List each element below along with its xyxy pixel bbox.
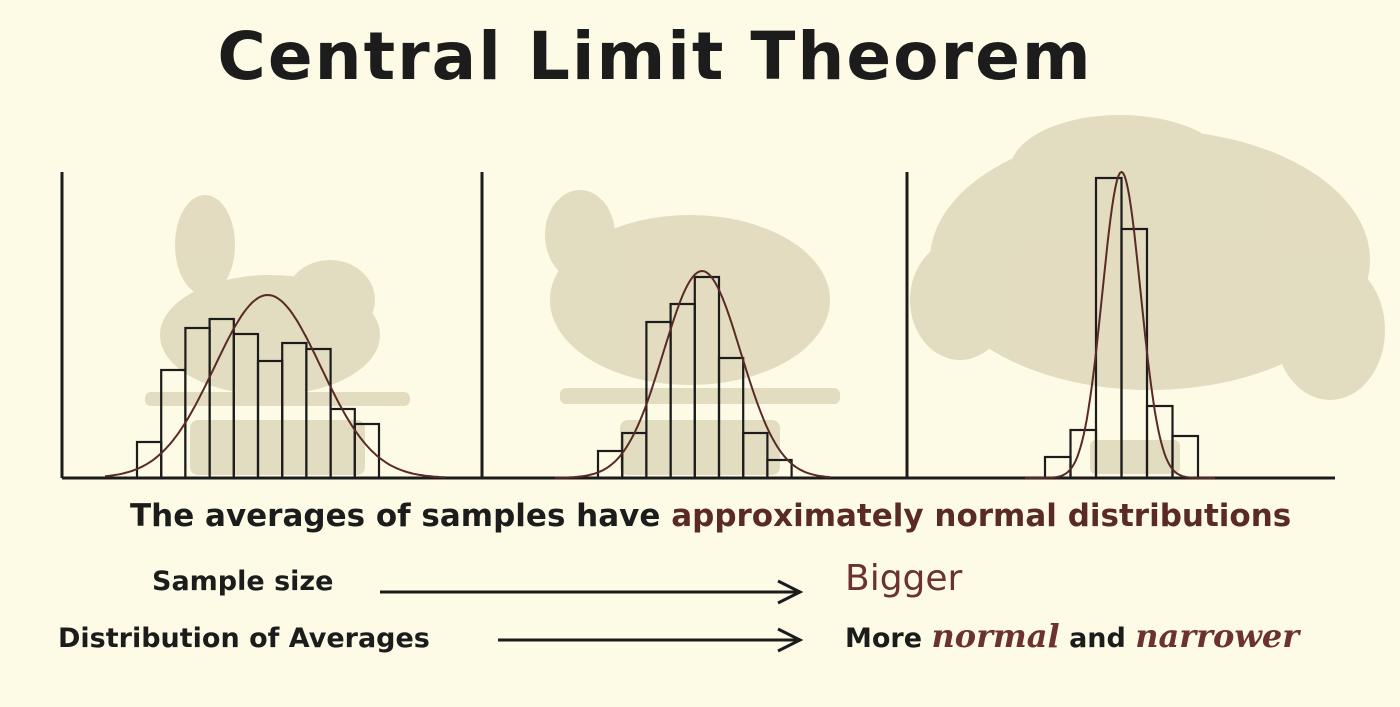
histogram-bar <box>135 440 163 480</box>
sample-size-value-part: Bigger <box>845 558 963 599</box>
distribution-value-and: and <box>1059 623 1136 654</box>
histogram-bar <box>160 368 187 480</box>
panel-2 <box>480 172 907 480</box>
caption-prefix: The averages of samples have <box>130 498 661 534</box>
page-title: Central Limit Theorem <box>217 18 1093 95</box>
panel-3-normal-curve <box>1025 170 1215 479</box>
panel-2-normal-curve <box>555 269 831 479</box>
distribution-value-narrower: narrower <box>1135 617 1300 655</box>
distribution-value-normal: normal <box>931 617 1060 655</box>
bunny-pile-illustration <box>145 115 1385 475</box>
panel-1 <box>60 172 482 480</box>
histogram-bar <box>742 431 769 480</box>
caption-accent: approximately normal distributions <box>671 498 1292 534</box>
histogram-bar <box>717 356 745 480</box>
clt-charts <box>60 115 1385 480</box>
histogram-bar <box>353 422 381 480</box>
arrow-right-icon <box>380 579 804 605</box>
distribution-value: More normal and narrower <box>845 617 1299 655</box>
caption: The averages of samples have approximate… <box>130 498 1291 534</box>
histogram-bar <box>766 458 793 480</box>
histogram-bar <box>1043 455 1072 480</box>
histogram-bar <box>1171 434 1200 480</box>
panel-3 <box>905 170 1335 480</box>
panel-1-normal-curve <box>104 293 446 479</box>
sample-size-value: Bigger <box>845 558 962 599</box>
arrow-right-icon <box>498 627 804 653</box>
sample-size-label: Sample size <box>152 566 334 597</box>
distribution-label: Distribution of Averages <box>58 623 430 654</box>
distribution-value-more: More <box>845 623 932 654</box>
